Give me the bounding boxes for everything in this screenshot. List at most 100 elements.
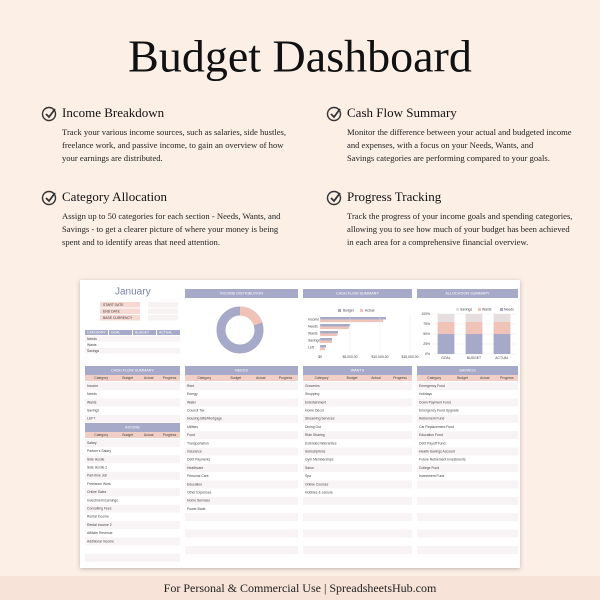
table-row bbox=[303, 414, 412, 423]
table-row bbox=[185, 464, 298, 472]
row-label: Salon bbox=[305, 466, 314, 470]
row-label: Subscriptions bbox=[305, 449, 326, 453]
feature-title: Income Breakdown bbox=[62, 105, 165, 120]
row-label: Debt Payments bbox=[187, 458, 210, 462]
row-label: Education Fund bbox=[419, 433, 443, 437]
column-header: Actual bbox=[480, 376, 490, 380]
legend-swatch bbox=[360, 309, 363, 312]
row-label: Council Tax bbox=[187, 408, 205, 412]
feature-text: Assign up to 50 categories for each sect… bbox=[62, 211, 281, 221]
table-row bbox=[85, 447, 180, 456]
check-mark bbox=[330, 192, 341, 203]
row-label: Utilities bbox=[187, 425, 198, 429]
axis-label: BUDGET bbox=[467, 356, 481, 360]
table-row bbox=[417, 480, 518, 489]
column-header: Progress bbox=[393, 376, 407, 380]
row-label: Groceries bbox=[305, 384, 320, 388]
column-header: Progress bbox=[163, 376, 177, 380]
row-label: Extended Warranties bbox=[305, 441, 337, 445]
cell-text: Needs bbox=[87, 337, 97, 341]
table-row bbox=[85, 496, 180, 505]
table-row bbox=[417, 513, 518, 522]
table-row bbox=[417, 496, 518, 505]
row-label: Personal Care bbox=[187, 474, 209, 478]
table-row bbox=[185, 537, 298, 546]
row-label: Streaming Services bbox=[305, 417, 335, 421]
section-header bbox=[417, 366, 518, 375]
table-row bbox=[303, 423, 412, 431]
feature-title: Category Allocation bbox=[62, 189, 168, 204]
row-label: Education bbox=[187, 482, 202, 486]
setting-cell bbox=[100, 315, 140, 321]
column-header: Progress bbox=[163, 433, 177, 437]
table-row bbox=[185, 390, 298, 399]
row-label: Rental Income bbox=[87, 515, 109, 519]
summary-head bbox=[133, 330, 156, 335]
column-header-row bbox=[85, 432, 180, 438]
table-row bbox=[185, 439, 298, 448]
column-header: Category bbox=[315, 376, 329, 380]
column-header: Budget bbox=[122, 376, 133, 380]
bar-segment bbox=[493, 322, 511, 334]
summary-row bbox=[85, 342, 180, 348]
column-header: Budget bbox=[230, 376, 241, 380]
bar bbox=[320, 324, 350, 327]
setting-cell bbox=[100, 302, 140, 308]
bar bbox=[320, 333, 338, 337]
summary-head bbox=[85, 330, 108, 335]
bar-segment bbox=[465, 314, 483, 322]
feature-text: freelance work, and passive income, to g… bbox=[62, 140, 284, 150]
row-label: Emergency Fund bbox=[419, 384, 445, 388]
column-header: Actual bbox=[144, 376, 154, 380]
legend-label: Needs bbox=[504, 308, 514, 312]
bar-segment bbox=[493, 314, 511, 322]
table-row bbox=[417, 390, 518, 399]
table-row bbox=[303, 439, 412, 448]
cell-text: ACTUAL bbox=[159, 330, 172, 334]
setting-label: END DATE bbox=[103, 309, 121, 313]
row-label: Needs bbox=[87, 392, 97, 396]
table-row bbox=[185, 431, 298, 440]
feature-text: Savings - to get a clearer picture of wh… bbox=[62, 224, 279, 234]
section-title: SAVINGS bbox=[459, 369, 476, 373]
setting-value bbox=[148, 315, 178, 321]
row-label: Part-time Job bbox=[87, 474, 107, 478]
column-header: Category bbox=[94, 376, 108, 380]
column-header: Progress bbox=[279, 376, 293, 380]
row-label: Food bbox=[187, 433, 195, 437]
table-row bbox=[417, 406, 518, 415]
table-row bbox=[303, 505, 412, 513]
table-row bbox=[185, 513, 298, 522]
row-label: Rental Income 2 bbox=[87, 523, 112, 527]
donut-slice bbox=[239, 306, 263, 326]
table-row bbox=[417, 423, 518, 431]
table-row bbox=[85, 471, 180, 480]
section-title: NEEDS bbox=[235, 369, 249, 373]
table-row bbox=[185, 455, 298, 464]
check-icon bbox=[326, 106, 342, 122]
setting-value bbox=[148, 308, 178, 314]
table-row bbox=[303, 546, 412, 554]
row-label: Spa bbox=[305, 474, 311, 478]
feature-text: and expenses, with a focus on your Needs… bbox=[347, 140, 534, 150]
row-label: Debt Payoff Fund bbox=[419, 441, 445, 445]
check-icon bbox=[41, 106, 57, 122]
table-row bbox=[417, 529, 518, 538]
table-row bbox=[303, 529, 412, 538]
axis-label: Left bbox=[308, 345, 314, 349]
table-row bbox=[303, 447, 412, 456]
row-label: Water bbox=[187, 400, 197, 404]
column-header: Actual bbox=[371, 376, 381, 380]
table-row bbox=[417, 447, 518, 456]
row-label: Ride Sharing bbox=[305, 433, 325, 437]
table-row bbox=[85, 463, 180, 472]
bar bbox=[320, 338, 332, 341]
row-label: Emergency Fund Upgrade bbox=[419, 408, 459, 412]
setting-label: START DATE bbox=[103, 303, 124, 307]
cell-text: GOAL bbox=[111, 330, 121, 334]
row-label: Holidays bbox=[419, 392, 432, 396]
column-header: Budget bbox=[122, 433, 133, 437]
column-header: Budget bbox=[457, 376, 468, 380]
section-header bbox=[185, 289, 298, 298]
